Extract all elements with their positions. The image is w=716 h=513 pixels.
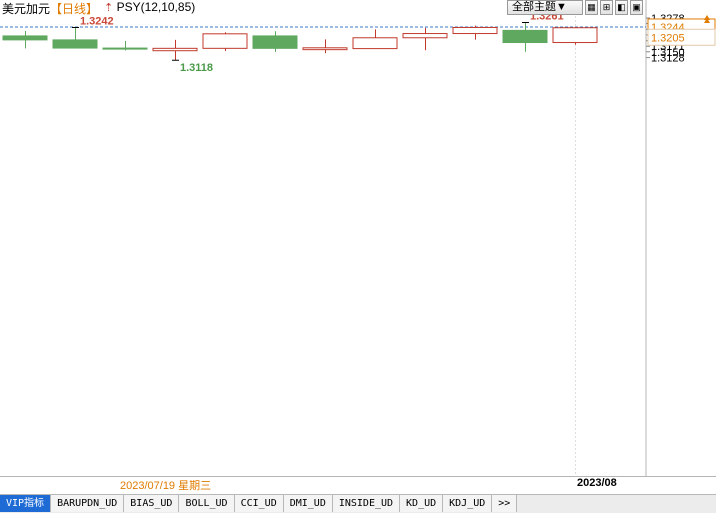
candle[interactable] (152, 39, 198, 61)
candle-body (352, 37, 398, 50)
tab-bias-ud[interactable]: BIAS_UD (124, 495, 180, 512)
candle[interactable] (52, 27, 98, 49)
tab-inside-ud[interactable]: INSIDE_UD (332, 495, 401, 512)
tab-vip-[interactable]: VIP指标 (0, 495, 52, 512)
period-label: 【日线】 (50, 2, 99, 16)
candle-body (552, 27, 598, 44)
tab-cci-ud[interactable]: CCI_UD (234, 495, 284, 512)
candle-body (402, 33, 448, 39)
candle[interactable] (452, 25, 498, 40)
cursor-price-tag (647, 28, 716, 46)
tab-barupdn-ud[interactable]: BARUPDN_UD (51, 495, 125, 512)
current-price-label: 1.3244 (651, 22, 685, 34)
scroll-up-icon[interactable] (704, 14, 710, 23)
candle[interactable] (502, 22, 548, 52)
candle-body (152, 47, 198, 52)
candle-body (2, 35, 48, 41)
y-tick-label: 1.3128 (651, 53, 685, 65)
cursor-price-label: 1.3205 (651, 32, 685, 44)
candle[interactable] (402, 27, 448, 51)
cursor-date-label: 2023/07/19 星期三 (120, 480, 212, 492)
candle-body (102, 47, 148, 50)
tab-boll-ud[interactable]: BOLL_UD (179, 495, 235, 512)
candle-body (252, 35, 298, 49)
low-price-label: 1.3118 (180, 62, 213, 74)
tab-kd-ud[interactable]: KD_UD (400, 495, 444, 512)
grid-icon[interactable]: ▦ (585, 0, 598, 15)
next-icon[interactable]: ▣ (630, 0, 643, 15)
candle[interactable] (2, 30, 48, 49)
candle-body (452, 26, 498, 35)
candle[interactable] (352, 29, 398, 50)
candle-body (202, 33, 248, 49)
candle[interactable] (252, 31, 298, 53)
high-price-label: 1.3242 (80, 16, 114, 28)
indicator-label[interactable]: ⇡ PSY(12,10,85) (104, 0, 195, 14)
month-label: 2023/08 (577, 477, 617, 489)
candle[interactable] (552, 26, 598, 45)
symbol-title: 美元加元【日线】 (2, 0, 98, 17)
theme-dropdown[interactable]: 全部主题▼ (507, 0, 583, 15)
candle[interactable] (302, 39, 348, 54)
indicator-name: PSY(12,10,85) (116, 0, 196, 14)
chart-grid (0, 0, 716, 477)
symbol-name: 美元加元 (2, 2, 51, 16)
candle-body (502, 29, 548, 44)
candle-body (52, 39, 98, 49)
candles-group (2, 22, 598, 61)
zoom-icon[interactable]: ⊞ (600, 0, 613, 15)
arrow-up-icon: ⇡ (104, 2, 114, 14)
indicator-tabs: VIP指标 BARUPDN_UD BIAS_UD BOLL_UD CCI_UD DMI_U… (0, 494, 716, 513)
price-axis: 1.32781.32571.32351.32141.31921.31711.31… (646, 13, 716, 65)
prev-icon[interactable]: ◧ (615, 0, 628, 15)
candle[interactable] (202, 32, 248, 51)
tab--[interactable]: >> (492, 495, 518, 512)
y-tick-label: 1.3150 (651, 47, 685, 59)
tab-kdj-ud[interactable]: KDJ_UD (443, 495, 493, 512)
tab-dmi-ud[interactable]: DMI_UD (283, 495, 333, 512)
candle[interactable] (102, 40, 148, 51)
candle-body (302, 47, 348, 51)
